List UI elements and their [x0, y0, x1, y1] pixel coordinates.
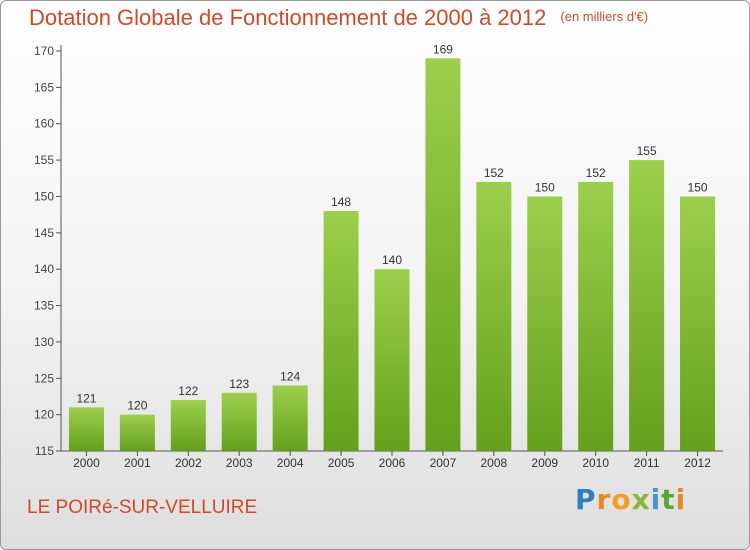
x-tick-label: 2001	[124, 456, 151, 470]
y-tick-label: 140	[34, 262, 54, 276]
bar	[68, 407, 104, 451]
y-tick-label: 150	[34, 189, 54, 203]
bar	[323, 211, 359, 451]
logo-letter: r	[596, 483, 612, 516]
chart-title: Dotation Globale de Fonctionnement de 20…	[29, 5, 648, 31]
y-tick-label: 165	[34, 80, 54, 94]
bar-value-label: 140	[382, 253, 402, 267]
bar-value-label: 120	[127, 399, 147, 413]
x-tick-label: 2010	[582, 456, 609, 470]
chart-labels: 121 2000 120 2001 122 2002 123 2003 124 2004 148 20…	[73, 42, 711, 470]
bar-value-label: 148	[331, 195, 351, 209]
bar-value-label: 152	[586, 166, 606, 180]
bar-value-label: 124	[280, 370, 300, 384]
x-tick-label: 2007	[430, 456, 457, 470]
bar-value-label: 155	[637, 144, 657, 158]
y-tick-label: 135	[34, 299, 54, 313]
chart-axes: 115 120 125 130 135 140 145 150 155 160 165 170	[34, 44, 723, 458]
bar-value-label: 150	[535, 180, 555, 194]
bar-value-label: 169	[433, 42, 453, 56]
bar-value-label: 152	[484, 166, 504, 180]
y-tick-label: 145	[34, 226, 54, 240]
x-tick-label: 2006	[379, 456, 406, 470]
commune-name: LE POIRé-SUR-VELLUIRE	[27, 497, 258, 518]
bar	[119, 414, 155, 451]
bar	[680, 196, 716, 451]
bar-value-label: 150	[688, 180, 708, 194]
y-tick-label: 115	[35, 444, 54, 458]
bar	[527, 196, 563, 451]
bar	[629, 160, 665, 451]
logo-letter: t	[661, 483, 676, 516]
y-tick-label: 160	[34, 117, 54, 131]
y-tick-label: 170	[34, 44, 54, 58]
bar	[272, 385, 308, 451]
bar	[374, 269, 410, 451]
x-tick-label: 2004	[277, 456, 304, 470]
chart-bars	[68, 58, 716, 451]
x-tick-label: 2008	[480, 456, 507, 470]
x-tick-label: 2003	[226, 456, 253, 470]
logo-letter: x	[631, 483, 651, 516]
bar	[578, 181, 614, 451]
bar	[170, 400, 206, 451]
x-tick-label: 2000	[73, 456, 100, 470]
bar-value-label: 122	[178, 384, 198, 398]
y-tick-label: 155	[34, 153, 54, 167]
proxiti-logo: Proxiti	[575, 483, 686, 516]
chart-unit: (en milliers d'€)	[560, 9, 649, 24]
y-tick-label: 120	[34, 408, 54, 422]
x-tick-label: 2011	[634, 456, 660, 470]
bar	[425, 58, 461, 451]
x-tick-label: 2002	[175, 456, 202, 470]
x-tick-label: 2009	[531, 456, 558, 470]
y-tick-label: 130	[34, 335, 54, 349]
logo-letter: i	[650, 483, 662, 516]
x-tick-label: 2012	[684, 456, 711, 470]
logo-letter: o	[611, 483, 632, 516]
bar-value-label: 123	[229, 377, 249, 391]
y-tick-label: 125	[34, 371, 54, 385]
logo-letter: i	[675, 483, 687, 516]
x-tick-label: 2005	[328, 456, 355, 470]
bar-value-label: 121	[76, 391, 96, 405]
chart-title-text: Dotation Globale de Fonctionnement de 20…	[29, 5, 547, 30]
bar	[221, 392, 257, 451]
logo-letter: P	[575, 483, 597, 516]
bar	[476, 181, 512, 451]
